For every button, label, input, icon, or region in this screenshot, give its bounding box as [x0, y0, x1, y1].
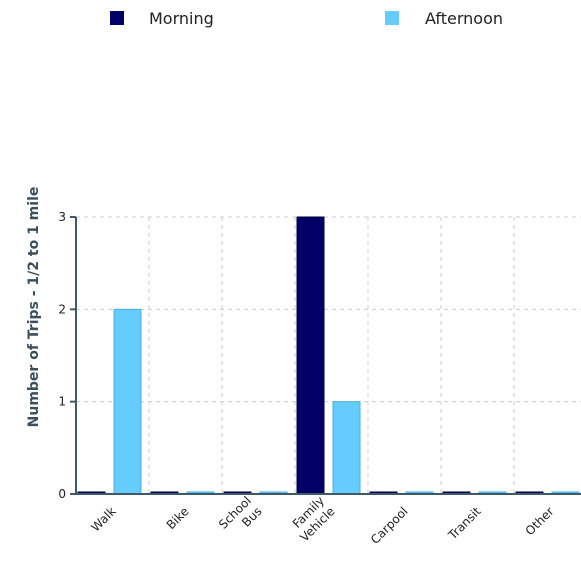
y-tick-label: 2 — [58, 302, 66, 316]
x-tick-label-line: Transit — [445, 504, 484, 543]
legend-label-afternoon: Afternoon — [425, 9, 503, 28]
axes — [75, 217, 581, 495]
x-tick-label-line: Other — [523, 504, 557, 538]
x-tick-label: Other — [523, 504, 557, 538]
y-tick-label: 3 — [58, 210, 66, 224]
bar-afternoon-3 — [332, 401, 361, 495]
x-tick-label: Transit — [445, 504, 484, 543]
legend-label-morning: Morning — [149, 9, 214, 28]
bar-morning-3 — [296, 216, 325, 495]
y-axis-label: Number of Trips - 1/2 to 1 mile — [26, 187, 42, 428]
bar-afternoon-0 — [113, 308, 142, 495]
legend-swatch-morning — [110, 11, 124, 25]
x-tick-label: Carpool — [368, 504, 411, 547]
legend: Morning Afternoon — [110, 9, 503, 28]
x-tick-label-line: Walk — [88, 504, 118, 534]
x-tick-label-line: Bike — [164, 504, 192, 532]
x-tick-label: Bike — [164, 504, 192, 532]
x-tick-label-line: Carpool — [368, 504, 411, 547]
y-tick-label: 1 — [58, 395, 66, 409]
gridlines — [76, 216, 581, 494]
y-ticks: 0 1 2 3 — [58, 210, 76, 501]
x-tick-label: Walk — [88, 504, 118, 534]
bars — [77, 216, 580, 495]
legend-swatch-afternoon — [385, 11, 399, 25]
y-tick-label: 0 — [58, 487, 66, 501]
